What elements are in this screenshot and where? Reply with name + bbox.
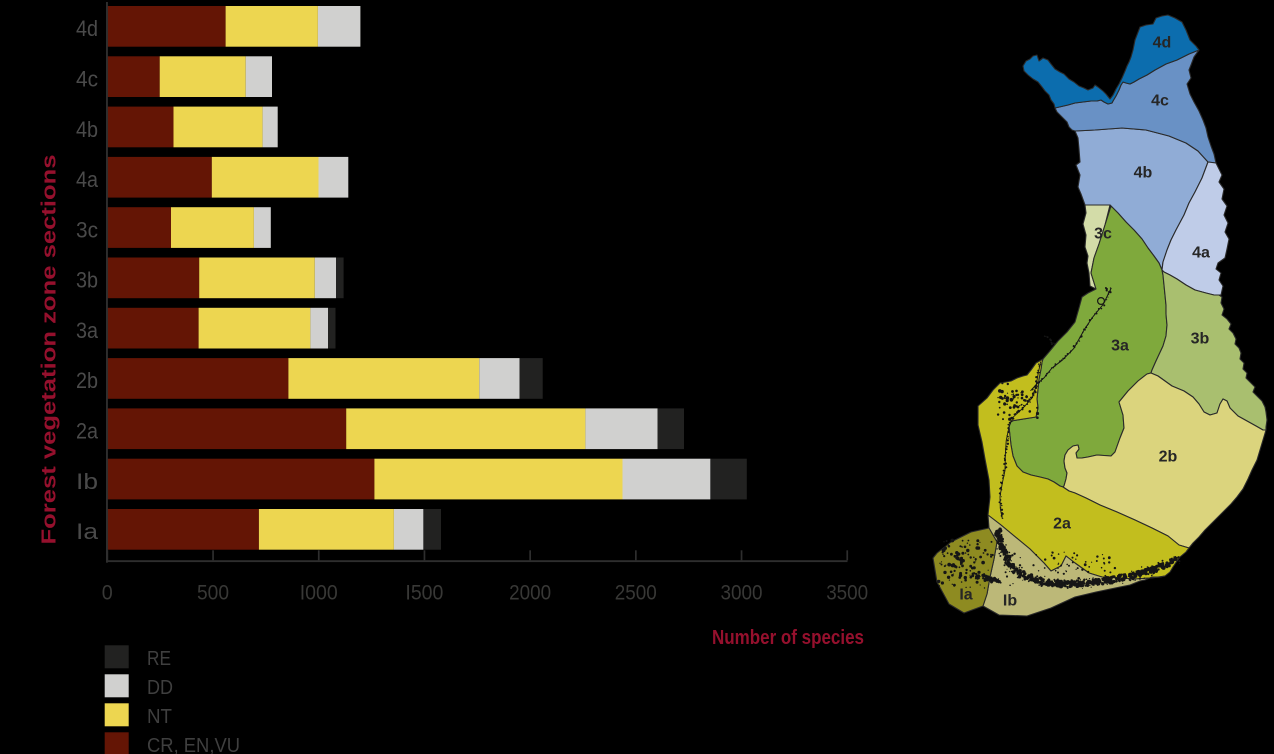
svg-text:3a: 3a [76,318,99,343]
svg-text:2b: 2b [1159,449,1178,466]
svg-text:Number of species: Number of species [712,627,864,649]
svg-text:I000: I000 [300,581,338,605]
svg-text:3b: 3b [76,268,98,293]
svg-text:NT: NT [147,706,172,728]
svg-text:3c: 3c [76,217,98,242]
svg-text:Ia: Ia [959,587,972,604]
svg-text:4a: 4a [76,167,99,192]
svg-text:4d: 4d [1153,35,1172,52]
svg-text:2a: 2a [76,419,99,444]
svg-text:2000: 2000 [509,581,551,605]
svg-text:DD: DD [147,677,173,699]
svg-text:3c: 3c [1094,226,1112,243]
svg-text:4d: 4d [76,16,98,41]
svg-text:Forest vegetation zone section: Forest vegetation zone sections [39,155,61,545]
svg-text:3a: 3a [1111,338,1129,355]
svg-text:CR, EN,VU: CR, EN,VU [147,735,240,754]
svg-text:4c: 4c [76,67,98,92]
svg-text:4a: 4a [1192,245,1210,262]
svg-text:3500: 3500 [826,581,868,605]
svg-text:500: 500 [197,581,229,605]
svg-text:4b: 4b [76,117,98,142]
svg-text:2b: 2b [76,368,98,393]
svg-text:RE: RE [147,648,171,670]
svg-text:3000: 3000 [721,581,763,605]
svg-text:0: 0 [102,581,113,605]
svg-text:Ia: Ia [76,519,99,544]
svg-text:3b: 3b [1191,331,1210,348]
svg-text:Ib: Ib [76,469,98,494]
svg-text:2500: 2500 [615,581,657,605]
svg-text:Ib: Ib [1003,593,1017,610]
svg-text:4b: 4b [1134,165,1153,182]
svg-text:4c: 4c [1151,93,1169,110]
svg-text:2a: 2a [1053,516,1071,533]
svg-text:I500: I500 [405,581,443,605]
